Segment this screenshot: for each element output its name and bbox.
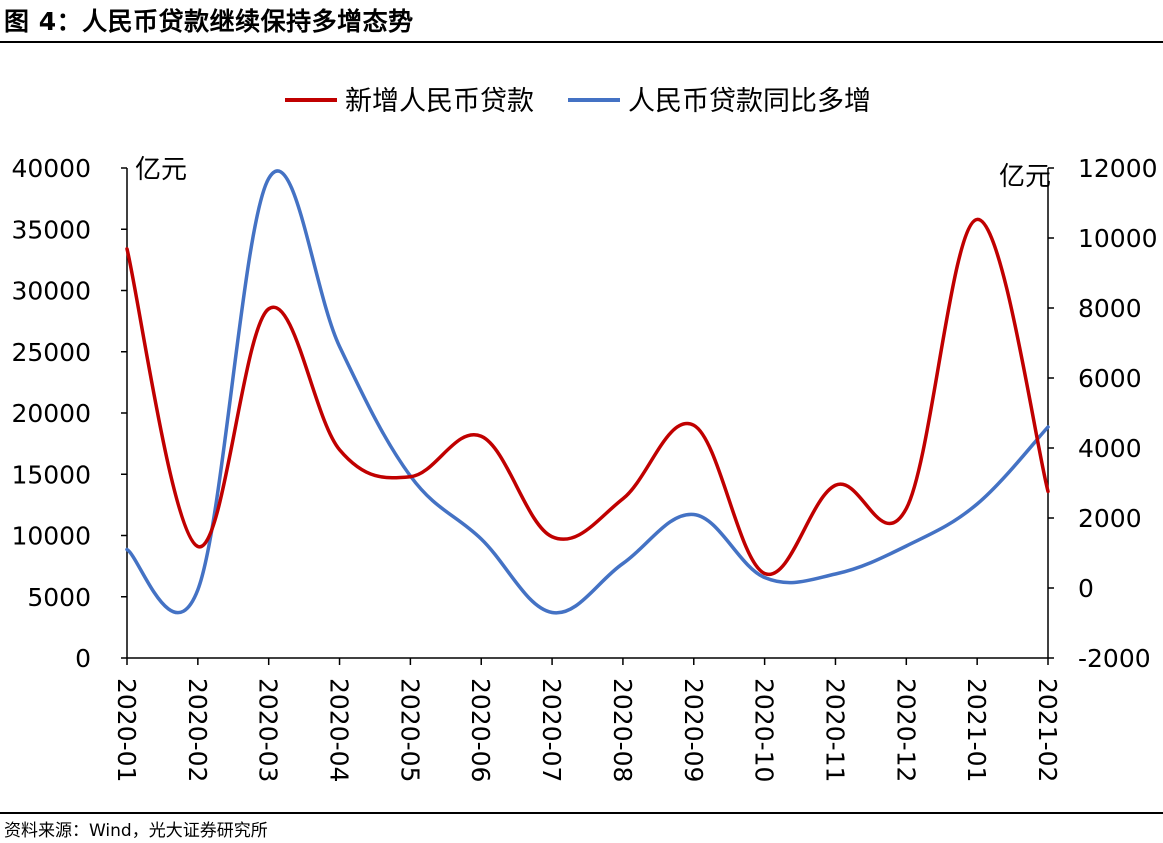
legend-item-new-loans: 新增人民币贷款 xyxy=(285,86,534,117)
left-tick-label: 35000 xyxy=(11,215,91,244)
right-tick-label: 6000 xyxy=(1078,364,1142,393)
legend-label: 人民币贷款同比多增 xyxy=(628,86,871,117)
title-rule xyxy=(0,41,1163,43)
legend-item-yoy-increase: 人民币贷款同比多增 xyxy=(568,86,871,117)
left-tick-label: 40000 xyxy=(11,154,91,183)
right-tick-label: 8000 xyxy=(1078,294,1142,323)
right-tick-label: 12000 xyxy=(1078,154,1158,183)
series-line-new-loans xyxy=(125,217,1050,577)
x-tick-label: 2021-02 xyxy=(1033,678,1062,782)
series-layer xyxy=(125,169,1050,615)
x-tick-label: 2020-06 xyxy=(466,678,495,782)
axes: 0500010000150002000025000300003500040000… xyxy=(11,154,1157,782)
left-tick-label: 15000 xyxy=(11,460,91,489)
left-axis-unit: 亿元 xyxy=(135,155,187,185)
right-axis-unit: 亿元 xyxy=(999,162,1051,192)
x-tick-label: 2020-02 xyxy=(183,678,212,782)
x-tick-label: 2020-01 xyxy=(112,678,141,782)
left-tick-label: 30000 xyxy=(11,277,91,306)
x-tick-label: 2020-07 xyxy=(537,678,566,782)
x-tick-label: 2020-04 xyxy=(325,678,354,782)
figure-title: 图 4：人民币贷款继续保持多增态势 xyxy=(4,7,414,36)
x-tick-label: 2020-05 xyxy=(395,678,424,782)
x-tick-label: 2020-10 xyxy=(750,678,779,782)
x-tick-label: 2020-12 xyxy=(891,678,920,782)
right-tick-label: 2000 xyxy=(1078,504,1142,533)
right-tick-label: 4000 xyxy=(1078,434,1142,463)
left-tick-label: 5000 xyxy=(27,583,91,612)
source-note: 资料来源：Wind，光大证券研究所 xyxy=(4,821,268,841)
left-tick-label: 20000 xyxy=(11,399,91,428)
right-tick-label: -2000 xyxy=(1078,644,1151,673)
legend-label: 新增人民币贷款 xyxy=(345,86,534,117)
x-tick-label: 2020-09 xyxy=(679,678,708,782)
source-rule xyxy=(0,812,1163,814)
right-tick-label: 10000 xyxy=(1078,224,1158,253)
x-tick-label: 2020-11 xyxy=(820,678,849,782)
left-tick-label: 10000 xyxy=(11,522,91,551)
x-tick-label: 2020-08 xyxy=(608,678,637,782)
x-tick-label: 2020-03 xyxy=(254,678,283,782)
x-tick-label: 2021-01 xyxy=(962,678,991,782)
legend: 新增人民币贷款 人民币贷款同比多增 xyxy=(285,86,871,117)
series-line-yoy-increase xyxy=(125,169,1050,615)
left-tick-label: 25000 xyxy=(11,338,91,367)
line-chart: 新增人民币贷款 人民币贷款同比多增 05000100001500020000250… xyxy=(11,86,1157,782)
right-tick-label: 0 xyxy=(1078,574,1094,603)
left-tick-label: 0 xyxy=(75,644,91,673)
